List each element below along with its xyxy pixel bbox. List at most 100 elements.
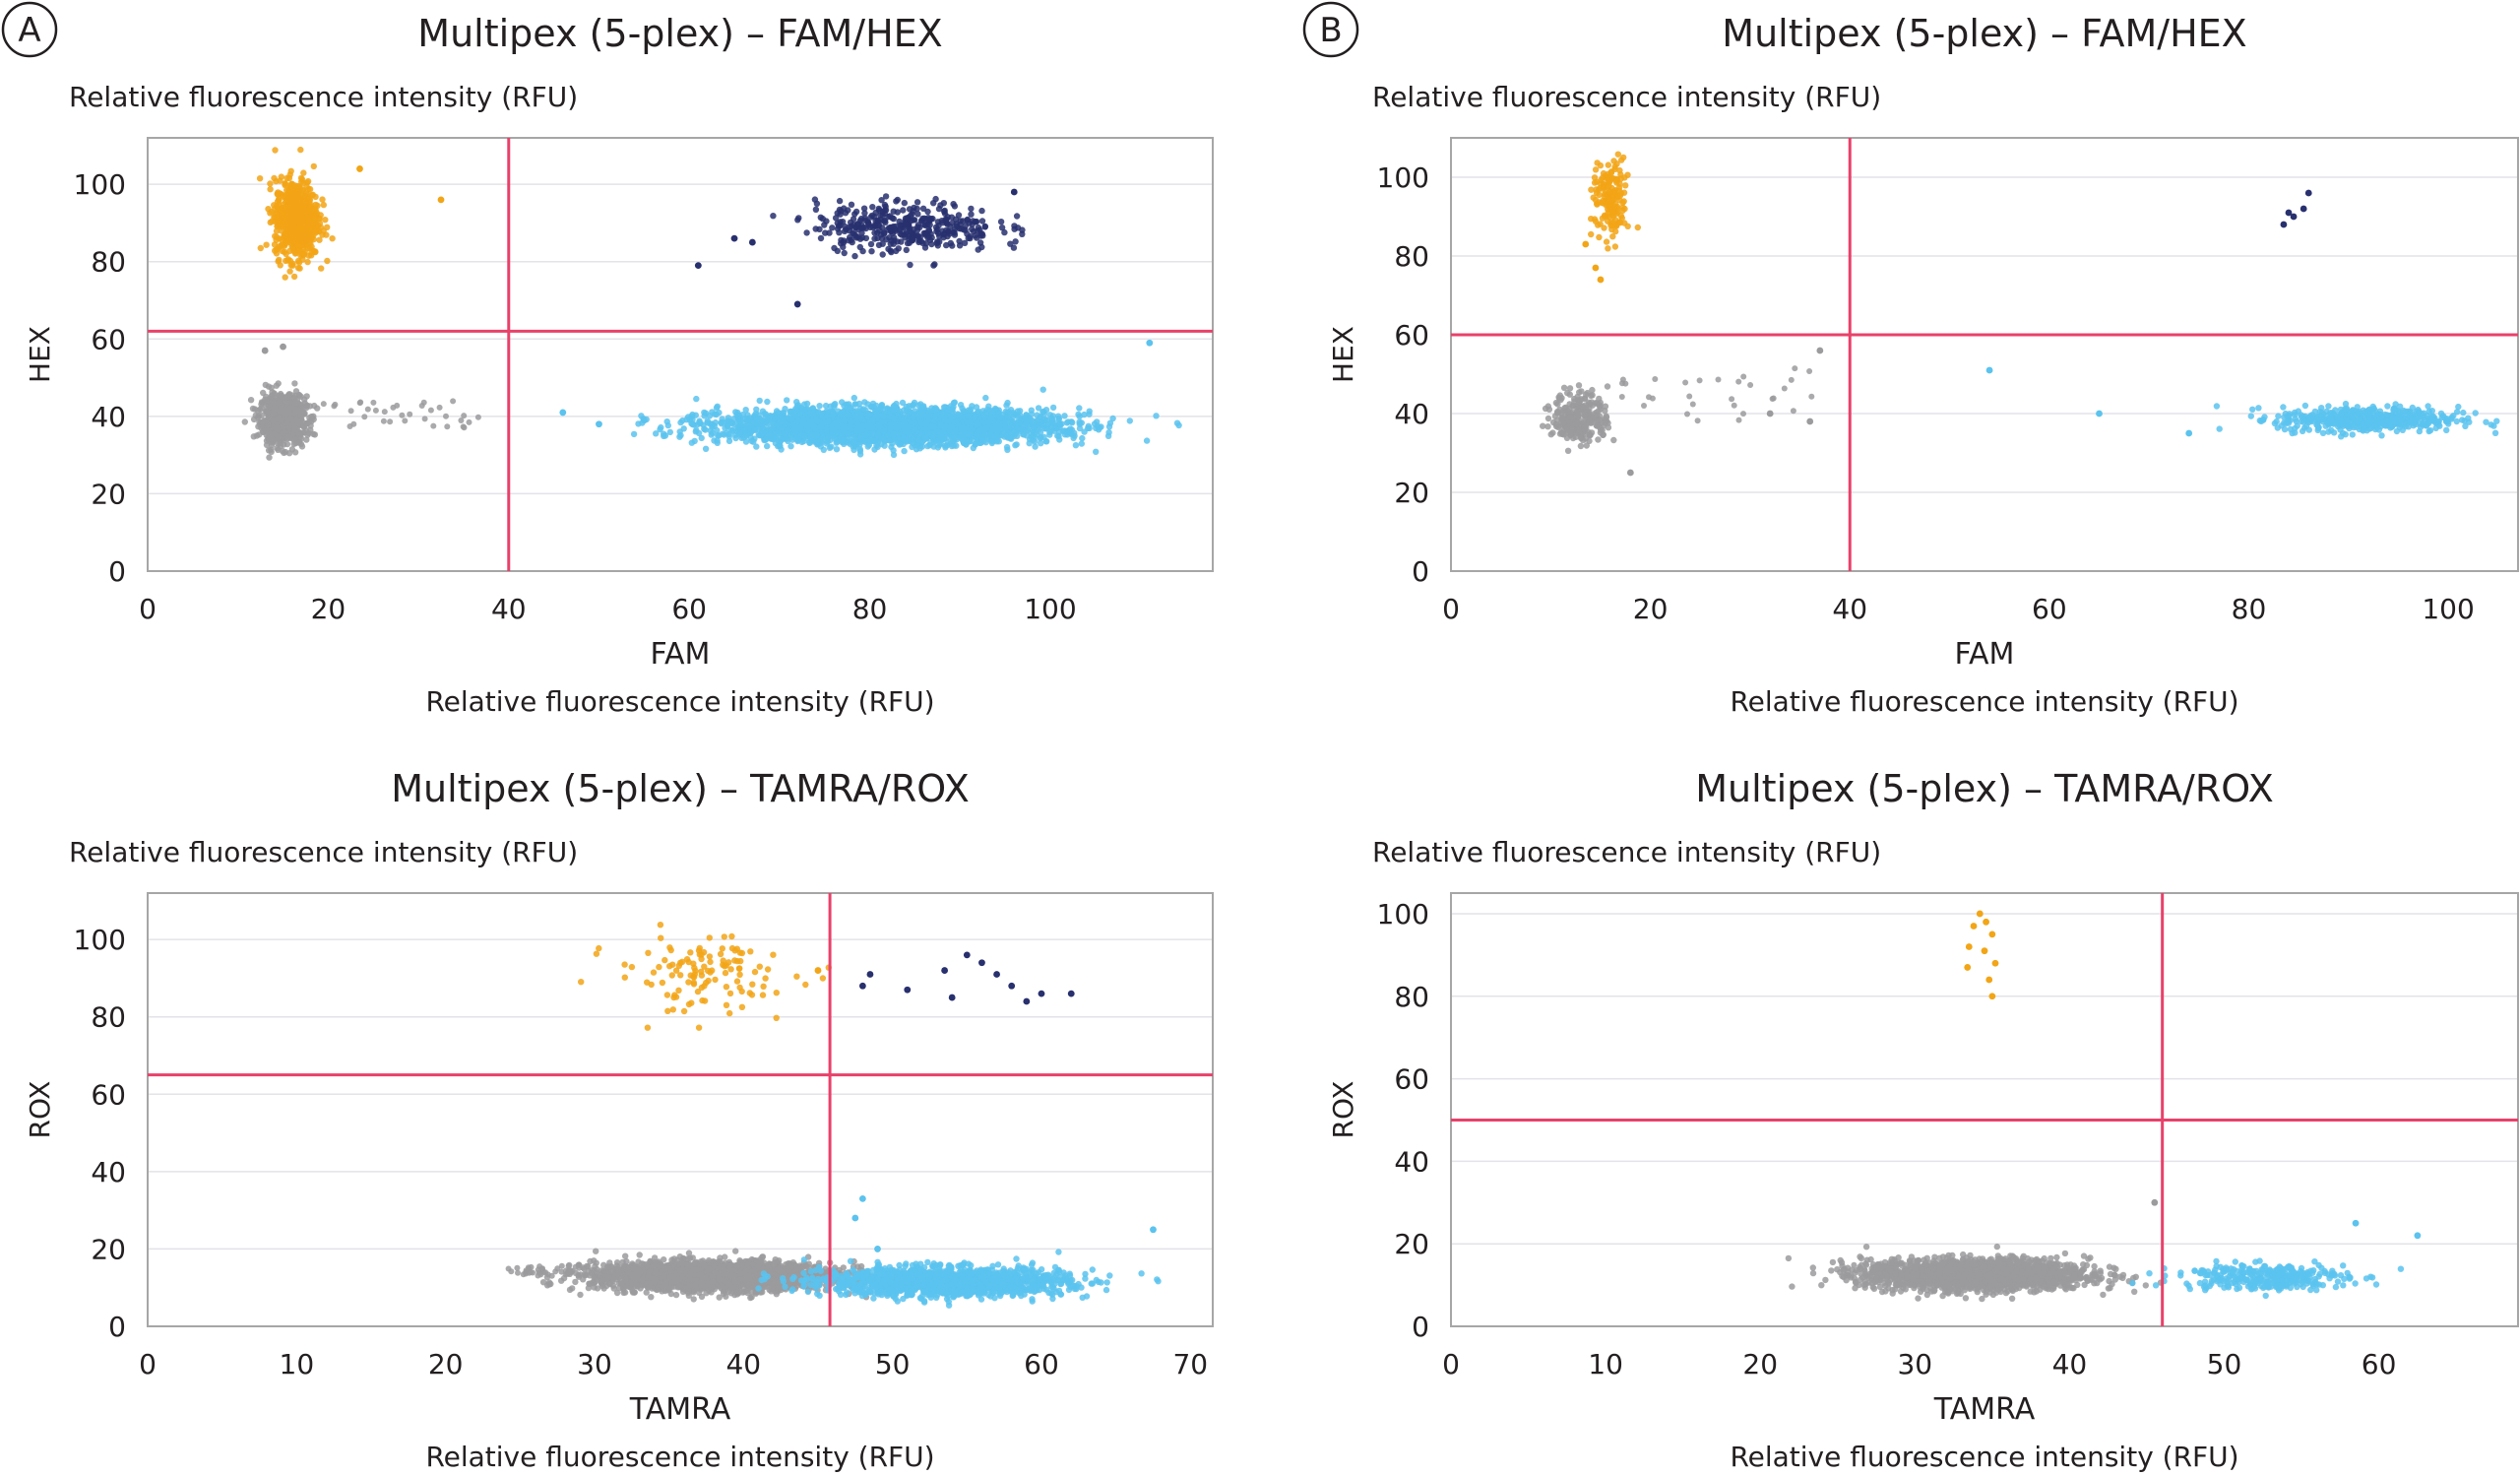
droplet-point <box>871 229 878 236</box>
droplet-point <box>286 268 293 275</box>
droplet-point <box>860 205 868 212</box>
droplet-point <box>1013 213 1021 220</box>
droplet-point <box>1093 448 1100 455</box>
droplet-point <box>907 261 914 269</box>
droplet-point <box>858 234 866 241</box>
droplet-point <box>788 436 795 443</box>
droplet-point <box>1078 440 1086 447</box>
chart-title: Multipex (5-plex) – FAM/HEX <box>417 12 942 55</box>
droplet-point <box>964 230 971 237</box>
droplet-point <box>880 218 887 225</box>
droplet-point <box>914 226 920 234</box>
droplet-point <box>897 226 904 233</box>
droplet-point <box>930 200 937 207</box>
droplet-point <box>1175 421 1182 429</box>
droplet-point <box>882 193 890 200</box>
droplet-point <box>756 397 763 405</box>
droplet-point <box>942 444 949 451</box>
droplet-point <box>474 414 481 420</box>
droplet-point <box>784 397 790 404</box>
droplet-point <box>357 399 364 406</box>
droplet-point <box>272 147 279 154</box>
droplet-point <box>310 247 317 255</box>
droplet-point <box>387 418 394 425</box>
droplet-point <box>276 256 283 264</box>
droplet-point <box>1054 432 1061 439</box>
droplet-point <box>904 215 911 222</box>
droplet-point <box>262 381 269 389</box>
droplet-point <box>279 224 286 230</box>
droplet-point <box>303 183 310 190</box>
droplet-point <box>329 235 336 242</box>
droplet-point <box>914 211 921 218</box>
droplet-point <box>867 240 875 248</box>
droplet-point <box>940 200 947 207</box>
droplet-point <box>292 388 300 395</box>
droplet-point <box>1076 424 1084 432</box>
droplet-point <box>290 410 298 417</box>
droplet-point <box>394 402 401 409</box>
droplet-point <box>868 248 875 255</box>
droplet-point <box>1028 407 1036 414</box>
droplet-point <box>294 225 302 232</box>
droplet-point <box>724 423 731 430</box>
droplet-point <box>1076 405 1083 412</box>
cluster-negative <box>241 380 481 461</box>
droplet-point <box>267 430 274 438</box>
droplet-point <box>461 413 468 419</box>
droplet-point <box>900 207 907 214</box>
droplet-point <box>909 211 915 218</box>
y-tick-label: 20 <box>91 478 126 510</box>
droplet-point <box>817 234 825 242</box>
droplet-point <box>293 425 300 432</box>
droplet-point <box>906 225 914 231</box>
droplet-point <box>879 251 886 258</box>
droplet-point <box>277 177 284 184</box>
droplet-point <box>831 244 838 252</box>
plot-frame <box>147 137 1214 572</box>
droplet-point <box>299 429 306 436</box>
droplet-point <box>997 219 1005 225</box>
droplet-point <box>894 209 901 216</box>
droplet-point <box>407 411 413 417</box>
droplet-point <box>998 225 1006 231</box>
droplet-point <box>978 218 986 225</box>
x-tick-label: 20 <box>311 593 346 625</box>
droplet-point <box>258 412 265 418</box>
droplet-point <box>837 211 844 218</box>
droplet-point <box>698 434 705 442</box>
droplet-point <box>890 447 897 454</box>
droplet-point <box>278 242 285 249</box>
droplet-point <box>696 417 703 424</box>
droplet-point <box>794 217 801 224</box>
droplet-point <box>291 380 298 387</box>
y-tick-label: 100 <box>74 168 126 201</box>
droplet-point <box>693 426 700 434</box>
droplet-point <box>436 404 443 411</box>
droplet-point <box>968 211 975 218</box>
droplet-point <box>854 226 862 233</box>
droplet-point <box>975 224 982 231</box>
droplet-point <box>380 417 387 424</box>
droplet-point <box>1153 413 1160 419</box>
droplet-point <box>265 421 272 428</box>
droplet-point <box>314 405 321 412</box>
droplet-point <box>869 204 876 211</box>
droplet-point <box>275 189 282 196</box>
cluster-FAM+ <box>630 386 1182 459</box>
droplet-point <box>295 188 302 195</box>
droplet-point <box>256 175 264 182</box>
droplet-point <box>1048 415 1055 422</box>
droplet-point <box>289 216 296 224</box>
droplet-point <box>305 199 312 206</box>
x-tick-label: 80 <box>852 593 888 625</box>
droplet-point <box>381 409 388 416</box>
droplet-point <box>399 412 406 418</box>
droplet-point <box>911 217 918 224</box>
droplet-point <box>975 246 981 253</box>
droplet-point <box>890 223 897 230</box>
droplet-point <box>276 415 283 421</box>
droplet-point <box>950 201 957 208</box>
x-tick-label: 40 <box>491 593 527 625</box>
droplet-point <box>851 252 858 260</box>
